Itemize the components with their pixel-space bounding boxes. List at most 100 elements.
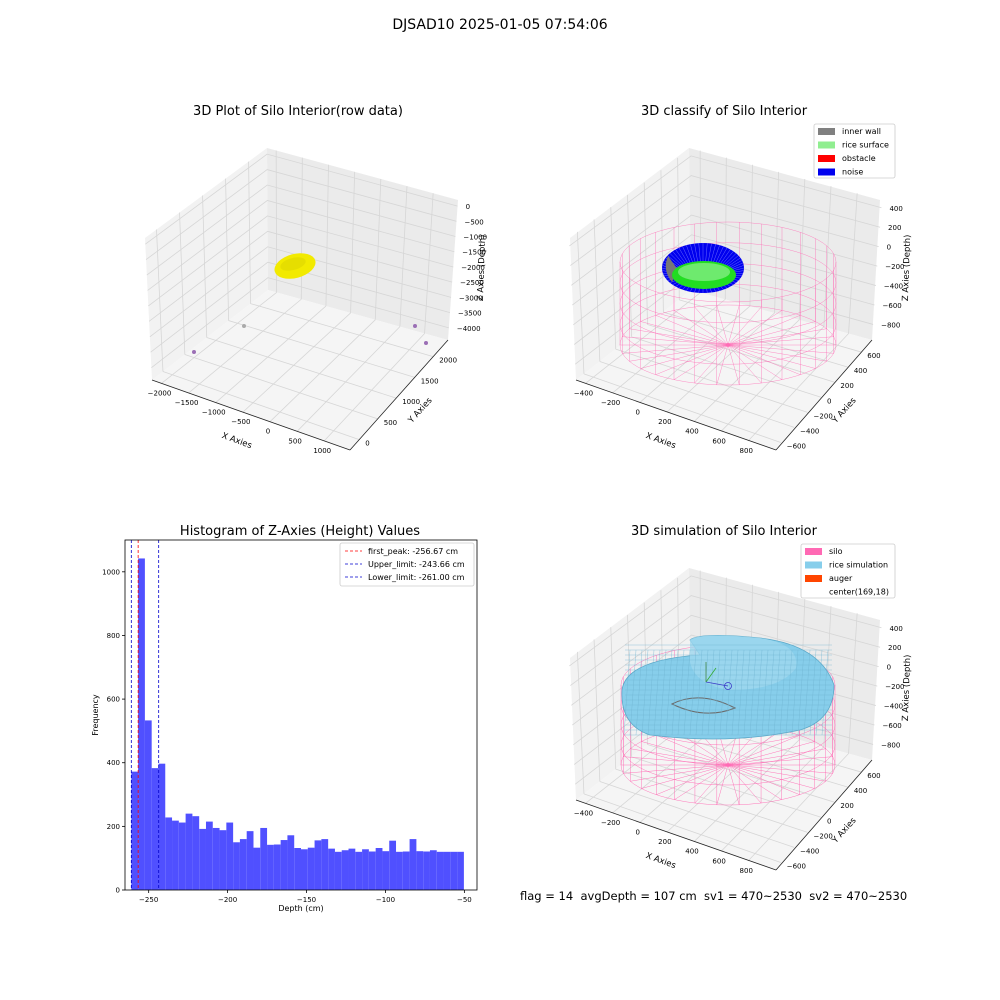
rice-surface-shade	[280, 257, 306, 271]
x-tick-label: 200	[658, 838, 671, 846]
histogram-bar	[294, 848, 301, 890]
y-tick-label: 400	[854, 787, 867, 795]
histogram-bar	[280, 840, 288, 890]
y-tick-label: 0	[827, 817, 831, 825]
histogram-bar	[219, 830, 227, 890]
histogram-bar	[178, 822, 186, 890]
histogram-bar	[321, 839, 329, 890]
plot1-panes	[145, 148, 458, 450]
y-tick-label: −400	[800, 427, 819, 435]
x-tick-label: −50	[457, 896, 472, 904]
histogram-bars	[131, 558, 464, 890]
y-tick-label: 0	[365, 440, 369, 448]
y-tick-label: 400	[107, 759, 120, 767]
x-tick-label: −100	[376, 896, 395, 904]
histogram-bar	[314, 840, 322, 890]
z-tick-label: 0	[887, 664, 891, 672]
y-tick-label: −600	[787, 862, 806, 870]
x-tick-label: −150	[297, 896, 316, 904]
outlier-point	[413, 324, 417, 328]
legend-label: obstacle	[842, 154, 876, 163]
histogram-bar	[368, 851, 376, 890]
z-tick-label: −4000	[457, 325, 481, 333]
figure-title: DJSAD10 2025-01-05 07:54:06	[392, 17, 608, 33]
x-tick-label: 0	[266, 428, 270, 436]
x-tick-label: −200	[218, 896, 237, 904]
y-tick-label: 600	[867, 352, 880, 360]
z-tick-label: −3000	[459, 294, 483, 302]
histogram-bar	[416, 851, 424, 890]
z-tick-label: −500	[464, 218, 483, 226]
plot4-z-label: Z Axies (Depth)	[901, 654, 913, 721]
histogram-x-ticks: −250 −200 −150 −100 −50	[139, 890, 472, 904]
histogram-bar	[389, 840, 397, 890]
histogram-bar	[267, 844, 274, 890]
x-tick-label: −1000	[202, 409, 226, 417]
z-tick-label: 0	[887, 244, 891, 252]
y-tick-label: −200	[814, 832, 833, 840]
x-tick-label: −1500	[175, 399, 199, 407]
plot4-x-ticks: −400 −200 0 200 400 600 800	[574, 809, 753, 875]
legend-label: Upper_limit: -243.66 cm	[368, 560, 465, 569]
histogram-bar	[301, 849, 308, 890]
histogram-bar	[138, 558, 145, 890]
x-tick-label: 600	[712, 857, 725, 865]
status-footer: flag = 14 avgDepth = 107 cm sv1 = 470~25…	[520, 889, 908, 903]
x-tick-label: −200	[601, 819, 620, 827]
y-tick-label: 400	[854, 367, 867, 375]
z-tick-label: −800	[881, 321, 900, 329]
plot4-legend: silo rice simulation auger center(169,18)	[800, 543, 896, 599]
histogram-bar	[328, 848, 335, 890]
plot2-edges	[575, 339, 873, 451]
x-tick-label: 800	[740, 447, 753, 455]
plot2-panes	[570, 148, 880, 450]
legend-label: silo	[829, 547, 843, 556]
y-tick-label: 0	[116, 887, 120, 895]
histogram-bar	[172, 820, 179, 890]
y-tick-label: 200	[107, 823, 120, 831]
x-tick-label: −200	[601, 399, 620, 407]
z-tick-label: −600	[883, 302, 902, 310]
x-tick-label: 0	[636, 409, 640, 417]
legend-swatch	[818, 155, 835, 162]
histogram-bar	[192, 816, 200, 890]
histogram-bar	[212, 827, 220, 890]
histogram-legend: first_peak: -256.67 cm Upper_limit: -243.…	[339, 542, 475, 587]
histogram-bar	[233, 842, 240, 890]
plot1-y-ticks: 0 500 1000 1500 2000	[365, 357, 457, 448]
legend-swatch	[805, 548, 822, 555]
x-tick-label: 200	[658, 418, 671, 426]
histogram-bar	[287, 835, 295, 890]
histogram-bar	[429, 850, 437, 890]
z-tick-label: 200	[888, 224, 901, 232]
legend-label: auger	[829, 574, 853, 583]
z-tick-label: −400	[884, 283, 903, 291]
histogram-frame	[124, 539, 478, 891]
legend-swatch	[818, 141, 835, 149]
histogram-bar	[409, 839, 417, 890]
z-tick-label: −400	[884, 703, 903, 711]
plot4-y-label: Y Axies	[830, 815, 859, 846]
plot2-legend: inner wall rice surface obstacle noise	[813, 123, 896, 179]
histogram-bar	[246, 831, 254, 890]
histogram-bar	[165, 817, 173, 890]
histogram-bar	[185, 813, 193, 890]
histogram-bar	[226, 822, 234, 890]
z-tick-label: −3500	[458, 310, 482, 318]
y-tick-label: −400	[800, 847, 819, 855]
plot4-edges	[575, 759, 873, 871]
x-tick-label: −500	[231, 418, 250, 426]
legend-swatch	[818, 168, 835, 176]
histogram-bar	[239, 839, 247, 890]
y-tick-label: 1000	[102, 568, 120, 576]
y-tick-label: 1500	[421, 377, 439, 385]
y-tick-label: −600	[787, 442, 806, 450]
histogram-bar	[396, 851, 403, 890]
z-tick-label: 0	[466, 203, 470, 211]
x-tick-label: 0	[636, 829, 640, 837]
z-tick-label: −1500	[462, 249, 486, 257]
legend-label: rice simulation	[829, 561, 888, 570]
